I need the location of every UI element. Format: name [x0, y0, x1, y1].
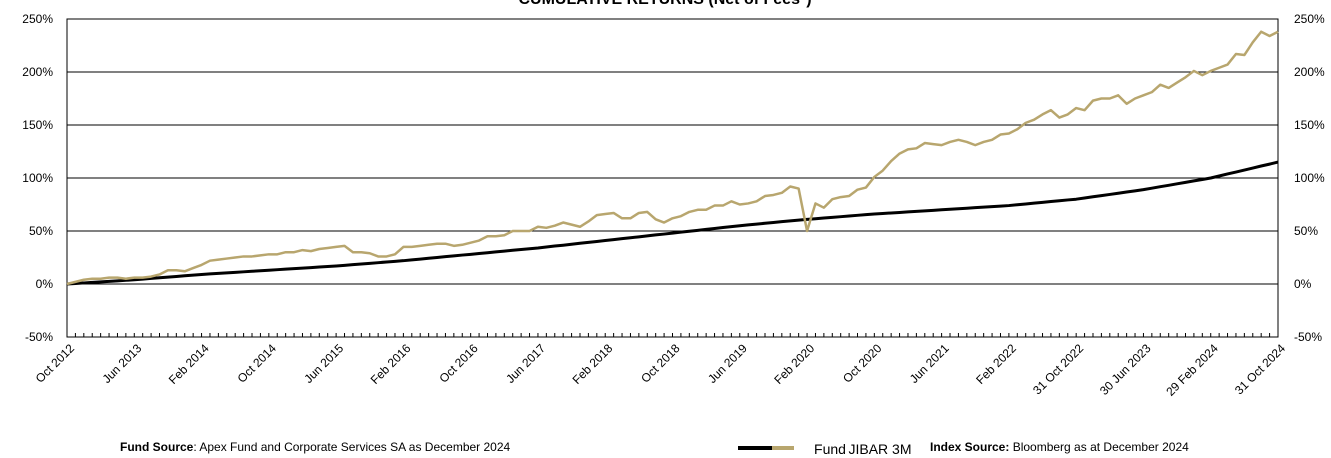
index-source-label: Index Source:	[930, 440, 1009, 454]
footer-fund-source: Fund Source: Apex Fund and Corporate Ser…	[120, 440, 511, 454]
y2-tick-label: 250%	[1294, 12, 1325, 26]
x-tick-label: 30 Jun 2023	[1097, 341, 1154, 398]
x-tick-label: Oct 2018	[638, 341, 683, 386]
y2-tick-label: -50%	[1294, 330, 1322, 344]
y-tick-label: 0%	[36, 277, 54, 291]
y-tick-label: 150%	[22, 118, 53, 132]
series-line	[66, 160, 1279, 286]
x-tick-label: Jun 2015	[301, 341, 346, 386]
x-tick-label: Oct 2020	[840, 341, 885, 386]
x-tick-label: Feb 2018	[570, 341, 616, 387]
x-tick-label: Oct 2014	[235, 341, 280, 386]
legend-label: Fund	[814, 441, 846, 457]
x-tick-label: Feb 2022	[973, 341, 1019, 387]
series-line	[66, 30, 1279, 286]
y-tick-label: 50%	[29, 224, 53, 238]
x-tick-label: Feb 2020	[771, 341, 817, 387]
x-tick-label: Jun 2013	[100, 341, 145, 386]
legend-swatch	[738, 446, 772, 450]
x-tick-label: Feb 2014	[166, 341, 212, 387]
y2-tick-label: 150%	[1294, 118, 1325, 132]
x-tick-label: Feb 2016	[368, 341, 414, 387]
x-tick-label: Oct 2016	[436, 341, 481, 386]
y-tick-label: 250%	[22, 12, 53, 26]
x-tick-label: 31 Oct 2022	[1030, 341, 1086, 397]
x-tick-label: Jun 2017	[503, 341, 548, 386]
y2-tick-label: 200%	[1294, 65, 1325, 79]
y-tick-label: -50%	[25, 330, 53, 344]
fund-source-text: : Apex Fund and Corporate Services SA as…	[193, 440, 510, 454]
x-tick-label: Oct 2012	[33, 341, 78, 386]
x-tick-label: Jun 2021	[907, 341, 952, 386]
chart-title: CUMULATIVE RETURNS (Net of Fees*)	[518, 0, 811, 8]
x-tick-label: 29 Feb 2024	[1163, 341, 1221, 399]
y-tick-label: 100%	[22, 171, 53, 185]
fund-source-label: Fund Source	[120, 440, 194, 454]
x-tick-label: 31 Oct 2024	[1232, 341, 1288, 397]
legend-swatch	[760, 446, 794, 450]
y2-tick-label: 50%	[1294, 224, 1318, 238]
legend-label: JIBAR 3M	[848, 441, 911, 457]
y-tick-label: 200%	[22, 65, 53, 79]
x-tick-label: Jun 2019	[705, 341, 750, 386]
y2-tick-label: 100%	[1294, 171, 1325, 185]
footer-index-source: Index Source: Bloomberg as at December 2…	[930, 440, 1189, 454]
index-source-text: Bloomberg as at December 2024	[1009, 440, 1189, 454]
y2-tick-label: 0%	[1294, 277, 1312, 291]
